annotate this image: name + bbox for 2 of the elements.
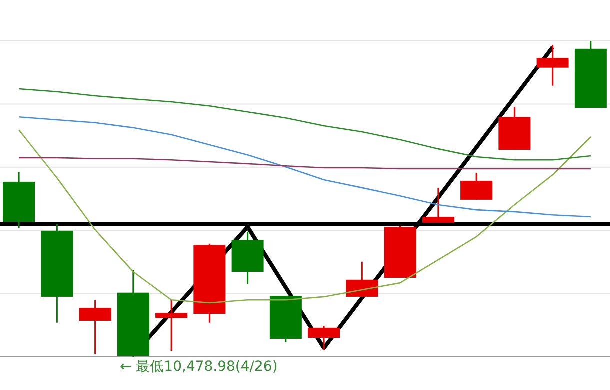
text: ← 最低10,478.98(4/26) [120, 358, 278, 376]
candlestick [156, 299, 188, 352]
